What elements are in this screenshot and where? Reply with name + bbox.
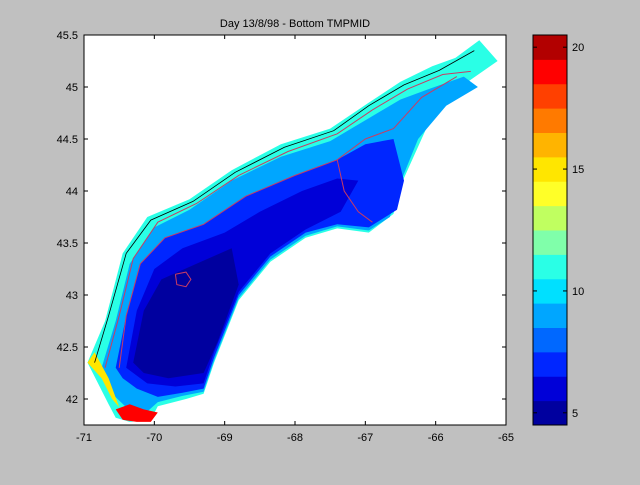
y-tick-label: 44.5 — [57, 134, 78, 146]
y-tick-label: 43.5 — [57, 238, 78, 250]
x-tick-label: -68 — [287, 432, 303, 444]
red-contour-0 — [118, 76, 458, 368]
x-tick-label: -65 — [498, 432, 514, 444]
colorbar-level-13 — [533, 83, 567, 109]
colorbar-tick-label: 20 — [572, 42, 584, 54]
colorbar-tick-label: 5 — [572, 408, 578, 420]
x-axis: -71 -70 -69 -68 -67 -66 -65 — [76, 35, 514, 444]
colorbar-level-12 — [533, 108, 567, 133]
y-tick-label: 43 — [66, 290, 78, 302]
temperature-fields — [87, 40, 498, 422]
colorbar-level-6 — [533, 254, 567, 280]
y-axis: 42 42.5 43 43.5 44 44.5 45 45.5 — [57, 30, 506, 406]
colorbar-level-14 — [533, 59, 567, 85]
x-tick-label: -69 — [217, 432, 233, 444]
colorbar-level-4 — [533, 303, 567, 328]
x-tick-label: -71 — [76, 432, 92, 444]
x-tick-label: -66 — [428, 432, 444, 444]
y-tick-label: 42.5 — [57, 342, 78, 354]
black-contour-0 — [94, 50, 475, 363]
y-tick-label: 42 — [66, 394, 78, 406]
temperature-region-6 — [87, 352, 120, 408]
y-tick-label: 45.5 — [57, 30, 78, 42]
colorbar-level-11 — [533, 132, 567, 158]
chart-title: Day 13/8/98 - Bottom TMPMID — [220, 18, 370, 30]
red-contour-1 — [104, 70, 471, 368]
colorbar-level-0 — [533, 400, 567, 426]
colorbar-axis: 5 10 15 20 — [533, 42, 584, 420]
contour-lines — [94, 50, 475, 368]
red-contour-2 — [174, 271, 192, 288]
colorbar-tick-label: 10 — [572, 286, 584, 298]
colorbar-frame — [532, 34, 568, 426]
y-tick-label: 45 — [66, 82, 78, 94]
colorbar-level-10 — [533, 156, 567, 182]
temperature-region-5 — [115, 404, 158, 422]
colorbar-level-1 — [533, 376, 567, 402]
colorbar — [532, 34, 568, 426]
x-tick-label: -67 — [357, 432, 373, 444]
colorbar-level-8 — [533, 205, 567, 231]
colorbar-level-5 — [533, 278, 567, 304]
colorbar-level-2 — [533, 351, 567, 377]
colorbar-level-3 — [533, 327, 567, 353]
colorbar-tick-label: 15 — [572, 164, 584, 176]
colorbar-level-7 — [533, 230, 567, 255]
y-tick-label: 44 — [66, 186, 78, 198]
colorbar-level-15 — [533, 35, 567, 60]
x-tick-label: -70 — [146, 432, 162, 444]
colorbar-level-9 — [533, 181, 567, 207]
temperature-region-4 — [133, 248, 239, 379]
red-contour-3 — [336, 159, 373, 223]
